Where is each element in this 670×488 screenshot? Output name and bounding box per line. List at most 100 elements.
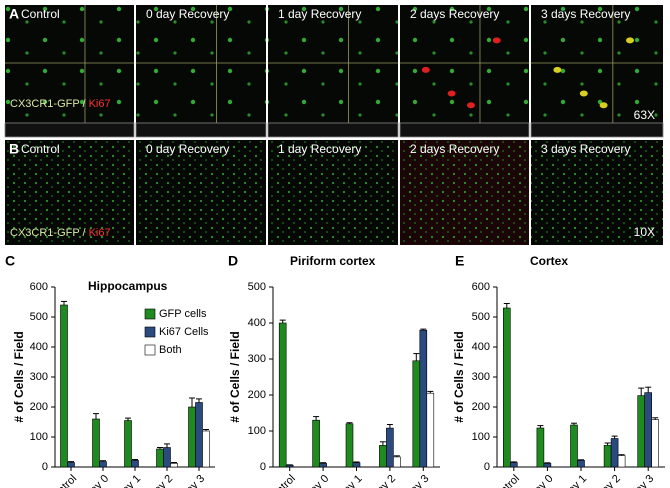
legend-label: Both: [159, 344, 182, 356]
marker-label: CX3CR1-GFP / Ki67: [10, 98, 111, 110]
error-bar: [93, 413, 99, 419]
chart-title: Piriform cortex: [290, 254, 376, 268]
panel-label: 1 day Recovery: [278, 142, 361, 156]
side-view: [399, 122, 530, 138]
y-tick-label: 400: [472, 341, 490, 353]
y-tick-label: 0: [484, 461, 490, 473]
chart-title: Cortex: [530, 254, 568, 268]
bar: [319, 463, 327, 468]
bar: [188, 406, 196, 468]
x-tick-label: Day 0: [527, 473, 556, 488]
y-tick-label: 300: [472, 371, 490, 383]
marker-green: CX3CR1-GFP /: [10, 98, 87, 110]
panel-label: 3 days Recovery: [541, 7, 630, 21]
panel-letter: A: [9, 6, 19, 22]
bar: [502, 307, 511, 468]
ki67-cell: [599, 102, 608, 109]
error-bar: [164, 443, 170, 448]
ki67-cell: [447, 90, 456, 97]
y-tick-label: 400: [248, 317, 266, 329]
side-view: [267, 122, 399, 138]
error-bar: [196, 398, 202, 403]
y-tick-label: 200: [248, 389, 266, 401]
bar: [637, 395, 646, 468]
legend-swatch: [144, 344, 156, 356]
x-tick-label: Day 1: [336, 473, 365, 488]
ki67-cell: [553, 66, 562, 73]
y-axis-label: # of Cells / Field: [228, 331, 242, 422]
bar: [278, 322, 287, 468]
panel-label: Control: [21, 142, 60, 156]
y-tick-label: 200: [472, 401, 490, 413]
error-bar: [171, 462, 177, 464]
bar: [131, 460, 139, 468]
panel-letter: E: [455, 253, 464, 269]
error-bar: [503, 303, 510, 308]
y-tick-label: 500: [30, 311, 48, 323]
micrograph-cells: [5, 140, 134, 245]
bar: [202, 430, 210, 468]
error-bar: [379, 441, 386, 446]
y-tick-label: 500: [472, 311, 490, 323]
micrograph-cells: [136, 5, 266, 137]
micrograph-cells: [5, 5, 134, 137]
bar: [393, 456, 401, 468]
error-bar: [578, 459, 584, 461]
y-tick-label: 100: [248, 425, 266, 437]
y-tick-label: 200: [30, 401, 48, 413]
error-bar: [571, 422, 577, 425]
bar: [163, 447, 171, 468]
x-tick-label: Control: [264, 473, 298, 488]
panel-label: 3 days Recovery: [541, 142, 630, 156]
panel-label: 0 day Recovery: [146, 142, 229, 156]
error-bar: [157, 447, 163, 449]
bar: [644, 392, 653, 468]
micrograph-cells: [531, 5, 663, 137]
legend-swatch: [144, 308, 156, 320]
x-tick-label: Day 0: [302, 473, 331, 488]
y-tick-label: 0: [42, 461, 48, 473]
bar: [99, 461, 107, 468]
x-tick-label: Day 2: [369, 473, 398, 488]
error-bar: [346, 422, 353, 424]
marker-red: Ki67: [89, 227, 111, 239]
ki67-cell: [466, 102, 475, 109]
magnification: 63X: [634, 108, 655, 122]
marker-green: CX3CR1-GFP /: [10, 227, 87, 239]
error-bar: [132, 459, 138, 461]
error-bar: [611, 435, 618, 439]
bar: [379, 445, 387, 468]
error-bar: [645, 386, 652, 393]
panel-label: 2 days Recovery: [410, 142, 499, 156]
bar: [543, 463, 552, 468]
y-axis-label: # of Cells / Field: [12, 331, 26, 422]
error-bar: [413, 353, 420, 361]
error-bar: [386, 424, 393, 429]
micrograph-cells: [400, 5, 529, 137]
micrograph-cells: [268, 140, 398, 245]
error-bar: [68, 461, 74, 463]
error-bar: [320, 462, 327, 464]
bar: [651, 419, 660, 468]
bar: [195, 402, 203, 468]
error-bar: [189, 397, 195, 407]
error-bar: [604, 442, 611, 446]
ki67-cell: [579, 90, 588, 97]
error-bar: [100, 460, 106, 462]
error-bar: [427, 390, 434, 394]
x-tick-label: Day 3: [403, 473, 432, 488]
bar: [124, 420, 132, 468]
panel-letter: D: [228, 253, 238, 269]
bar: [412, 360, 421, 468]
bar: [577, 460, 585, 468]
error-bar: [420, 328, 427, 331]
bar: [345, 423, 354, 468]
bar: [603, 445, 612, 468]
panel-label: 0 day Recovery: [146, 7, 229, 21]
bar: [426, 392, 435, 468]
x-tick-label: Day 2: [146, 473, 175, 488]
x-tick-label: Day 0: [82, 473, 111, 488]
panel-label: Control: [21, 7, 60, 21]
bar: [610, 438, 619, 468]
